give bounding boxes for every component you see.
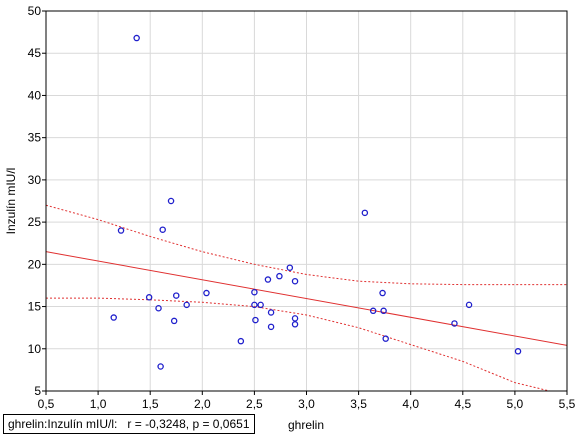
regression-line-layer — [46, 251, 567, 346]
x-tick-label: 3,0 — [298, 397, 315, 411]
confidence-bands — [46, 204, 567, 391]
data-point — [276, 272, 283, 280]
y-tick-label: 40 — [28, 88, 42, 102]
data-point — [514, 348, 522, 355]
legend-stats: r = -0,3248, p = 0,0651 — [127, 417, 250, 431]
data-point — [267, 323, 275, 331]
y-tick-label: 25 — [28, 215, 42, 229]
x-tick-label: 2,5 — [246, 397, 263, 411]
data-point — [286, 264, 294, 271]
y-tick-label: 10 — [28, 342, 42, 356]
x-tick-label: 1,0 — [90, 397, 107, 411]
y-axis-title: Inzulín mIU/l — [4, 168, 18, 235]
x-axis-title: ghrelin — [288, 418, 324, 432]
data-point — [257, 301, 264, 309]
data-point — [172, 292, 180, 299]
data-point — [251, 288, 258, 296]
y-tick-label: 50 — [28, 4, 42, 18]
tick-labels: 0,5 1,0 1,5 2,0 2,5 3,0 3,5 4,0 4,5 5,0 5,5 5 10 15 20… — [28, 4, 576, 411]
x-tick-label: 5,5 — [559, 397, 576, 411]
data-point — [369, 307, 377, 315]
x-tick-label: 4,0 — [402, 397, 419, 411]
data-point — [382, 335, 389, 342]
data-point — [291, 277, 299, 285]
data-point — [451, 320, 458, 327]
x-tick-label: 1,5 — [142, 397, 159, 411]
ci-upper-line — [46, 204, 567, 286]
data-point — [133, 34, 140, 42]
regression-line — [46, 251, 567, 346]
y-tick-label: 30 — [28, 173, 42, 187]
x-tick-label: 5,0 — [507, 397, 524, 411]
data-point — [159, 226, 166, 233]
data-point — [267, 309, 275, 316]
grid — [45, 10, 568, 392]
data-point — [110, 314, 117, 321]
x-tick-label: 4,5 — [454, 397, 471, 411]
legend-label: ghrelin:Inzulín mIU/l: — [8, 417, 118, 431]
data-point — [157, 363, 164, 370]
y-tick-label: 15 — [28, 300, 42, 314]
legend-box: ghrelin:Inzulín mIU/l: r = -0,3248, p = … — [3, 414, 255, 434]
x-tick-label: 2,0 — [194, 397, 211, 411]
y-tick-label: 45 — [28, 46, 42, 60]
data-point — [170, 317, 178, 325]
data-point — [183, 301, 190, 309]
data-point — [465, 301, 473, 309]
data-point — [379, 289, 386, 297]
data-point — [117, 227, 125, 234]
data-point — [251, 301, 258, 309]
data-points — [110, 34, 522, 370]
data-point — [203, 289, 210, 297]
data-point — [291, 315, 299, 322]
ci-lower-line — [46, 297, 552, 391]
y-tick-label: 35 — [28, 131, 42, 145]
data-point — [380, 307, 387, 315]
data-point — [155, 304, 162, 312]
data-point — [145, 294, 153, 301]
data-point — [237, 337, 245, 345]
x-tick-label: 3,5 — [350, 397, 367, 411]
y-tick-label: 20 — [28, 257, 42, 271]
data-point — [167, 197, 175, 205]
x-tick-label: 0,5 — [38, 397, 55, 411]
y-tick-label: 5 — [34, 384, 41, 398]
data-point — [361, 209, 369, 217]
data-point — [252, 316, 259, 324]
data-point — [291, 321, 299, 328]
data-point — [264, 276, 272, 283]
